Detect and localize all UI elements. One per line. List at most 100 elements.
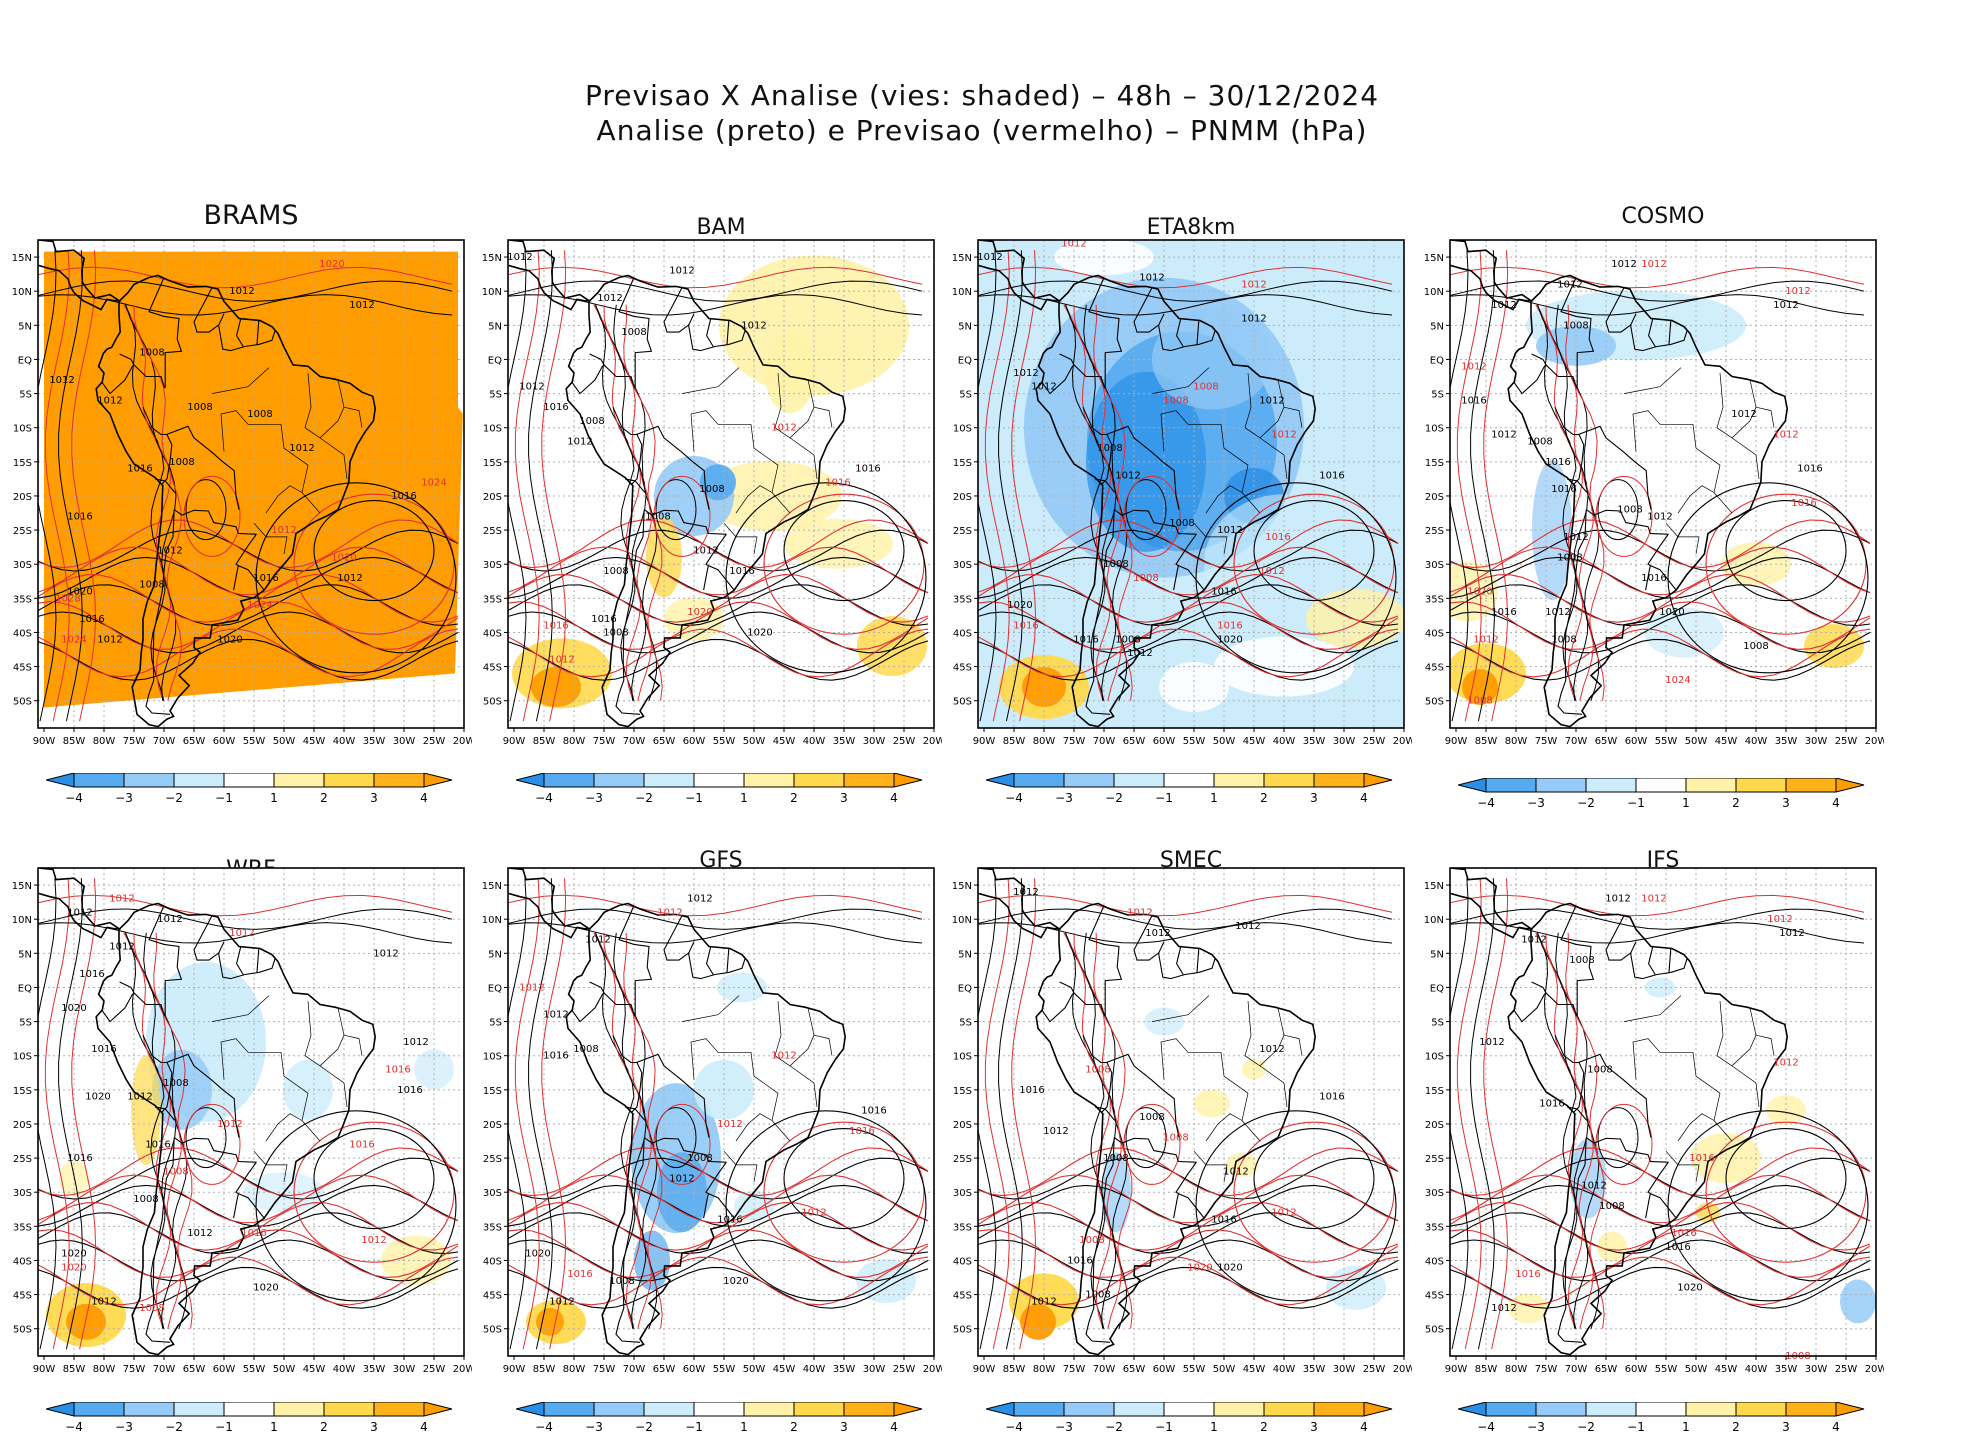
lon-label: 60W — [213, 736, 236, 747]
pacific-isobar — [984, 878, 1010, 1350]
colorbar-label: −2 — [165, 1420, 183, 1434]
colorbar-bin — [73, 773, 125, 788]
lon-label: 40W — [803, 736, 826, 747]
isobar-label: 1008 — [187, 402, 212, 413]
state-border — [1755, 1034, 1775, 1056]
lon-label: 30W — [1333, 1364, 1356, 1375]
isobar-oval — [783, 499, 905, 602]
lon-label: 70W — [1093, 1364, 1116, 1375]
isobar-label: 1020 — [687, 607, 712, 618]
forecast-isobar — [508, 1174, 929, 1224]
colorbar-label: −2 — [165, 791, 183, 805]
country-border — [726, 948, 730, 973]
lon-label: 80W — [93, 736, 116, 747]
analysis-isobar — [1450, 1184, 1871, 1227]
isobar-label: 1012 — [693, 546, 718, 557]
country-border — [688, 313, 746, 352]
colorbar-label: −2 — [635, 791, 653, 805]
country-border — [1082, 406, 1113, 485]
andes-isobar — [1565, 932, 1605, 1329]
country-border — [624, 478, 646, 493]
forecast-isobar — [978, 1256, 1399, 1306]
lon-label: 35W — [1303, 736, 1326, 747]
lon-label: 20W — [1865, 736, 1884, 747]
bias-shading — [131, 1055, 161, 1166]
lat-label: EQ — [18, 983, 32, 994]
colorbar-bin — [593, 773, 645, 788]
lon-label: 70W — [153, 736, 176, 747]
lon-label: 45W — [1715, 1364, 1738, 1375]
colorbar-bin — [1163, 773, 1215, 788]
analysis-isobar — [38, 1157, 459, 1200]
state-border — [789, 437, 818, 479]
state-border — [1283, 406, 1303, 428]
andes-isobar — [1064, 304, 1106, 701]
state-border — [1731, 1065, 1760, 1107]
chaco-low-isobar — [185, 1107, 227, 1169]
country-border — [1585, 509, 1669, 535]
isobar-label: 1016 — [543, 402, 568, 413]
lon-label: 25W — [1835, 736, 1858, 747]
isobar-label: 1020 — [1467, 586, 1492, 597]
isobar-label: 1012 — [519, 982, 544, 993]
state-border — [735, 485, 773, 514]
lon-label: 45W — [303, 1364, 326, 1375]
isobar-label: 1012 — [1611, 259, 1636, 270]
country-border — [142, 406, 173, 485]
colorbar-eta8km: −4 −3 −2 −1 1 2 3 4 — [986, 773, 1393, 805]
lon-label: 35W — [833, 736, 856, 747]
isobar-label: 1008 — [139, 348, 164, 359]
isobar-oval — [783, 1127, 905, 1230]
colorbar-label: 2 — [1260, 791, 1268, 805]
isobar-oval — [1705, 493, 1867, 635]
state-border — [1665, 1150, 1700, 1183]
colorbar-label: 4 — [890, 1420, 898, 1434]
state-border — [1632, 410, 1693, 452]
isobar-label: 1016 — [1013, 621, 1038, 632]
isobar-label: 1012 — [669, 1174, 694, 1185]
colorbar-label: 3 — [840, 791, 848, 805]
country-border — [624, 1106, 646, 1121]
isobar-label: 1016 — [1491, 607, 1516, 618]
chaco-low-isobar — [1125, 1107, 1167, 1169]
isobar-oval — [293, 1121, 455, 1263]
colorbar-label: 1 — [1682, 1420, 1690, 1434]
lon-label: 75W — [1063, 1364, 1086, 1375]
country-border — [1513, 993, 1546, 1023]
lat-label: 20S — [483, 492, 502, 503]
country-border — [1647, 1161, 1677, 1219]
country-border — [235, 533, 265, 591]
forecast-isobar — [1450, 519, 1871, 569]
andes-isobar — [595, 932, 647, 1329]
isobar-oval — [255, 1110, 457, 1302]
country-border — [1554, 1034, 1585, 1113]
isobar-label: 1012 — [1767, 914, 1792, 925]
colorbar-bin — [1485, 1402, 1537, 1417]
isobar-label: 1008 — [1085, 1064, 1110, 1075]
isobar-label: 1020 — [723, 1276, 748, 1287]
bias-shading — [657, 1152, 707, 1233]
country-border — [1560, 277, 1595, 389]
colorbar-bin — [693, 773, 745, 788]
country-border — [1088, 905, 1123, 1017]
isobar-oval — [725, 482, 927, 674]
isobar-label: 1008 — [1569, 955, 1594, 966]
colorbar-brams: −4 −3 −2 −1 1 2 3 4 — [46, 773, 453, 805]
isobar-label: 1012 — [741, 320, 766, 331]
country-border — [1175, 1161, 1205, 1219]
andes-isobar — [1093, 304, 1133, 701]
colorbar-label: −1 — [685, 1420, 703, 1434]
lat-label: 15S — [13, 1086, 32, 1097]
forecast-isobar — [978, 1174, 1399, 1224]
isobar-label: 1012 — [1031, 1296, 1056, 1307]
lat-label: 15N — [12, 253, 32, 264]
colorbar-bin — [1113, 773, 1165, 788]
isobar-label: 1016 — [825, 477, 850, 488]
lat-label: 5S — [19, 390, 32, 401]
isobar-label: 1008 — [573, 1044, 598, 1055]
isobar-label: 1012 — [1491, 300, 1516, 311]
lat-label: 15N — [482, 881, 502, 892]
colorbar-label: −2 — [1577, 796, 1595, 810]
isobar-labels: 1020 1012 1012 1008 1012 1012 1008 1008 1012 1016… — [49, 259, 446, 645]
isobar-label: 1016 — [241, 1228, 266, 1239]
